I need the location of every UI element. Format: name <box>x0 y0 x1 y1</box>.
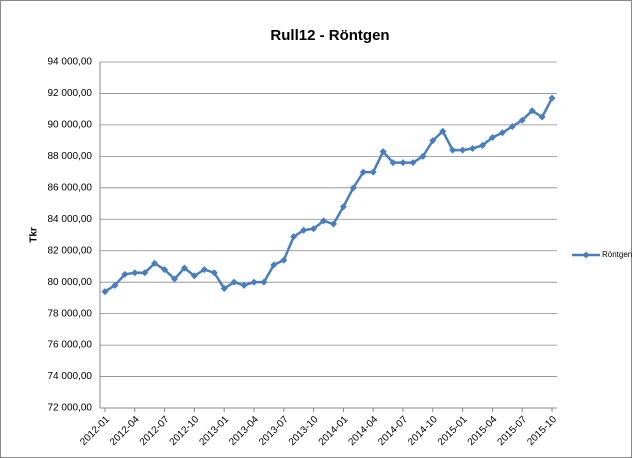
y-tick-label: 94 000,00 <box>48 57 93 68</box>
point-marker <box>300 226 308 234</box>
point-marker <box>449 146 457 154</box>
y-tick-label: 82 000,00 <box>48 245 93 256</box>
point-marker <box>459 146 467 154</box>
point-marker <box>190 272 198 280</box>
legend-label: Röntgen <box>602 250 632 259</box>
point-marker <box>310 225 318 233</box>
point-marker <box>399 159 407 167</box>
point-marker <box>379 148 387 156</box>
y-tick-label: 84 000,00 <box>48 214 93 225</box>
y-tick-label: 90 000,00 <box>48 120 93 131</box>
point-marker <box>339 203 347 211</box>
y-axis-label: Tkr <box>29 227 40 243</box>
point-marker <box>121 270 129 278</box>
point-marker <box>290 233 298 241</box>
point-marker <box>518 116 526 124</box>
legend-marker <box>582 251 590 259</box>
point-marker <box>469 145 477 152</box>
point-marker <box>478 141 486 149</box>
point-marker <box>180 264 188 272</box>
point-marker <box>200 266 208 274</box>
point-marker <box>151 259 159 267</box>
point-marker <box>131 269 139 277</box>
y-tick-label: 80 000,00 <box>48 277 93 288</box>
point-marker <box>329 220 337 228</box>
y-tick-label: 72 000,00 <box>48 403 93 414</box>
point-marker <box>141 269 149 277</box>
point-marker <box>280 256 288 264</box>
point-marker <box>349 184 357 192</box>
point-marker <box>538 113 546 121</box>
point-marker <box>498 129 506 137</box>
point-marker <box>101 288 109 296</box>
point-marker <box>409 159 417 167</box>
point-marker <box>230 278 238 286</box>
point-marker <box>320 217 328 225</box>
point-marker <box>429 137 437 145</box>
point-marker <box>369 168 377 176</box>
y-tick-label: 78 000,00 <box>48 308 93 319</box>
point-marker <box>210 269 218 277</box>
point-marker <box>260 278 268 286</box>
point-marker <box>240 281 248 289</box>
point-marker <box>508 122 516 130</box>
point-marker <box>548 94 556 102</box>
y-tick-label: 88 000,00 <box>48 151 93 162</box>
point-marker <box>488 133 496 141</box>
y-tick-label: 86 000,00 <box>48 182 93 193</box>
chart-title: Rull12 - Röntgen <box>270 27 389 44</box>
series-line <box>104 97 554 293</box>
point-marker <box>389 159 397 167</box>
point-marker <box>111 281 119 289</box>
point-marker <box>419 152 427 160</box>
point-marker <box>528 107 536 115</box>
point-marker <box>171 275 179 283</box>
point-marker <box>250 278 258 286</box>
point-marker <box>270 261 278 269</box>
point-marker <box>359 168 367 176</box>
y-tick-label: 74 000,00 <box>48 371 93 382</box>
y-tick-label: 76 000,00 <box>48 340 93 351</box>
y-tick-label: 92 000,00 <box>48 88 93 99</box>
point-marker <box>439 127 447 135</box>
point-marker <box>220 284 228 292</box>
point-marker <box>161 266 169 274</box>
